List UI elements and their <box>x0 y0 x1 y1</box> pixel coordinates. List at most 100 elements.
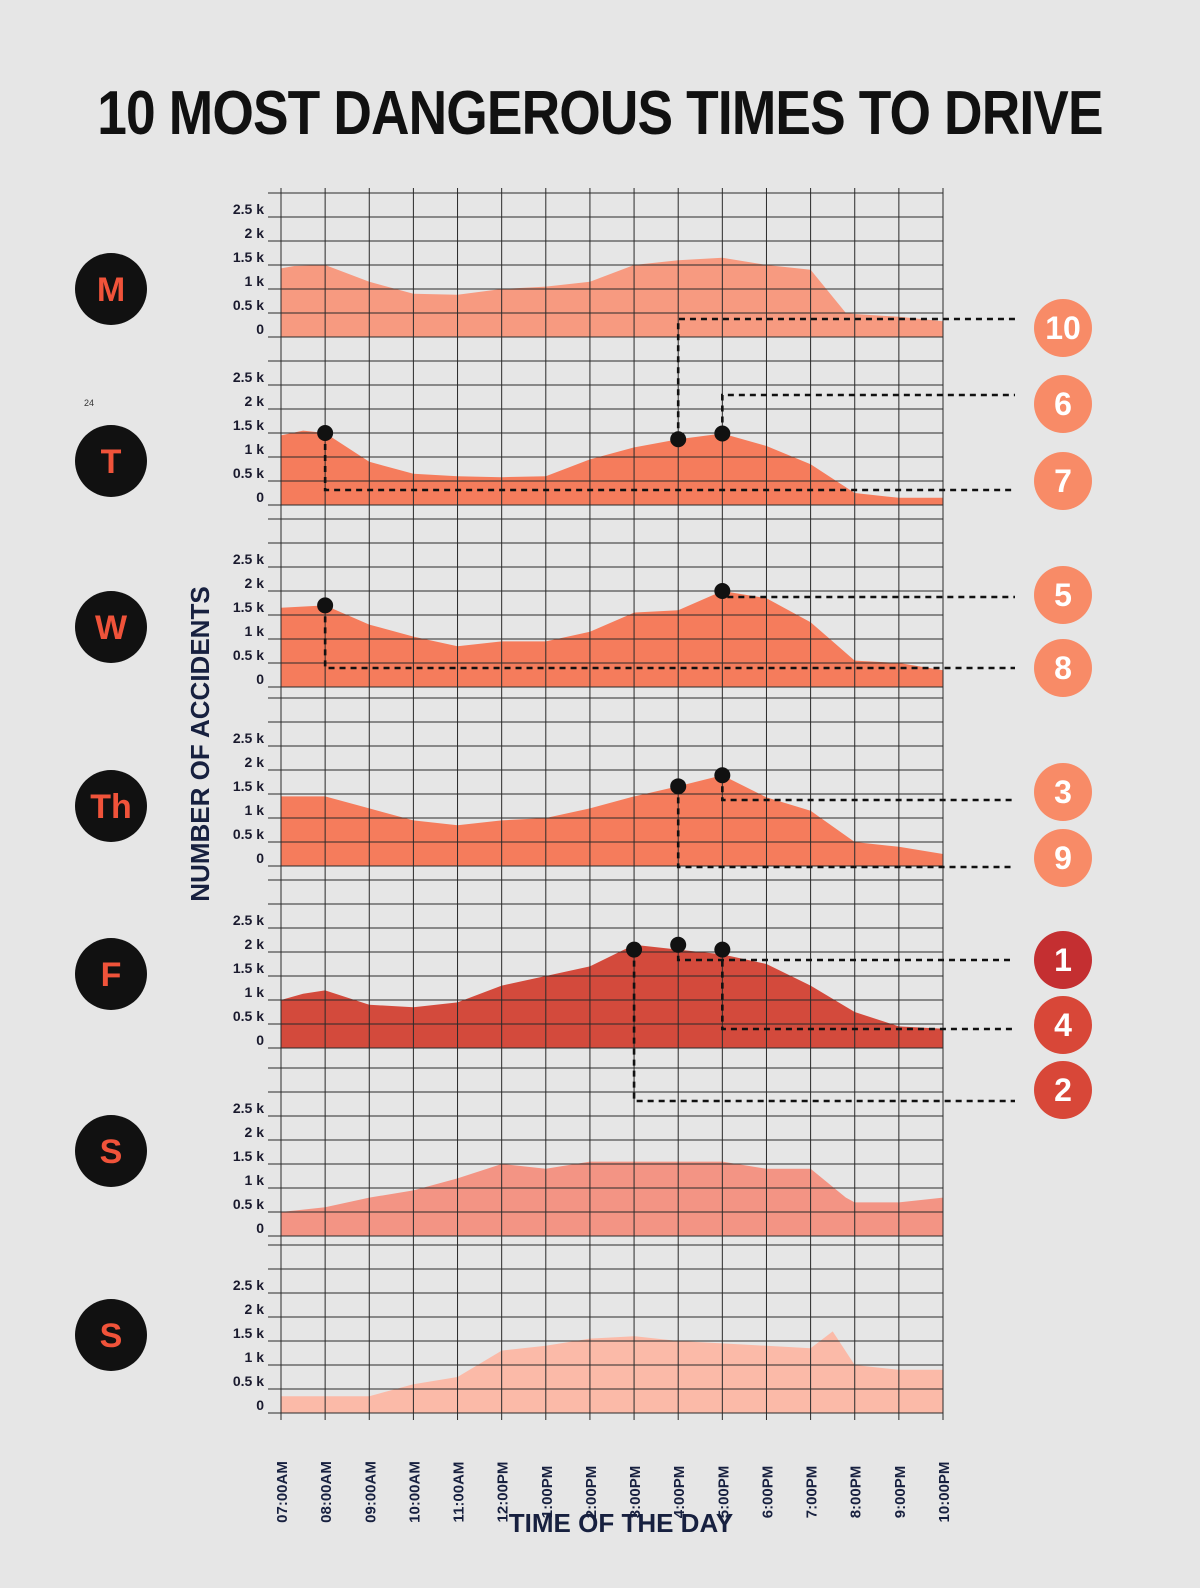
day-circle-S <box>75 1115 147 1187</box>
rank-number: 7 <box>1054 463 1072 499</box>
rank-badge-6 <box>1034 375 1092 433</box>
area-series-5 <box>281 1161 943 1236</box>
day-circle-Th <box>75 770 147 842</box>
rank-badge-9 <box>1034 829 1092 887</box>
day-label: T <box>101 443 122 481</box>
y-tick-label: 0 <box>256 1397 264 1413</box>
area-series-1 <box>281 430 943 505</box>
x-tick-label: 10:00AM <box>406 1461 423 1523</box>
y-tick-label: 0 <box>256 671 264 687</box>
marker-dot-rank-8 <box>317 597 334 614</box>
rank-number: 9 <box>1054 840 1072 876</box>
rank-badge-1 <box>1034 931 1092 989</box>
y-tick-label: 2 k <box>245 936 265 952</box>
x-tick-label: 12:00PM <box>495 1462 512 1523</box>
rank-number: 2 <box>1054 1072 1072 1108</box>
y-tick-label: 2.5 k <box>233 1100 264 1116</box>
y-tick-label: 2.5 k <box>233 551 264 567</box>
y-tick-label: 2.5 k <box>233 730 264 746</box>
marker-dot-rank-10 <box>670 431 687 448</box>
day-circle-S <box>75 1299 147 1371</box>
y-tick-label: 2.5 k <box>233 912 264 928</box>
marker-dot-rank-3 <box>714 767 731 784</box>
y-tick-label: 0.5 k <box>233 647 264 663</box>
y-tick-label: 2 k <box>245 754 265 770</box>
y-tick-label: 1 k <box>245 1349 265 1365</box>
y-tick-label: 2 k <box>245 393 265 409</box>
y-tick-label: 0.5 k <box>233 826 264 842</box>
day-circle-T <box>75 425 147 497</box>
x-tick-label: 2:00PM <box>583 1466 600 1519</box>
x-tick-label: 09:00AM <box>362 1461 379 1523</box>
y-tick-label: 0 <box>256 1032 264 1048</box>
y-tick-label: 0.5 k <box>233 1008 264 1024</box>
leader-line-rank-9 <box>676 786 1015 869</box>
x-tick-label: 8:00PM <box>848 1466 865 1519</box>
rank-number: 10 <box>1045 310 1081 346</box>
y-tick-label: 1 k <box>245 802 265 818</box>
marker-dot-rank-5 <box>714 583 731 599</box>
y-tick-label: 2 k <box>245 1301 265 1317</box>
y-tick-label: 2.5 k <box>233 201 264 217</box>
y-tick-label: 1 k <box>245 273 265 289</box>
day-label: S <box>100 1133 123 1171</box>
rank-badge-8 <box>1034 639 1092 697</box>
y-tick-label: 2 k <box>245 225 265 241</box>
y-tick-label: 1.5 k <box>233 960 264 976</box>
rank-badge-2 <box>1034 1061 1092 1119</box>
y-tick-label: 0.5 k <box>233 1373 264 1389</box>
y-tick-label: 1.5 k <box>233 1148 264 1164</box>
x-tick-label: 08:00AM <box>318 1461 335 1523</box>
area-series-3 <box>281 775 943 866</box>
y-tick-label: 2.5 k <box>233 1277 264 1293</box>
rank-number: 5 <box>1054 577 1072 613</box>
x-tick-label: 4:00PM <box>671 1466 688 1519</box>
day-label: M <box>97 271 125 309</box>
x-tick-label: 3:00PM <box>627 1466 644 1519</box>
day-label: F <box>101 956 122 994</box>
y-tick-label: 1.5 k <box>233 778 264 794</box>
y-tick-label: 0 <box>256 850 264 866</box>
y-tick-label: 0.5 k <box>233 297 264 313</box>
y-tick-label: 1.5 k <box>233 417 264 433</box>
rank-badge-5 <box>1034 566 1092 624</box>
rank-number: 4 <box>1054 1007 1072 1043</box>
y-tick-label: 0 <box>256 321 264 337</box>
x-tick-label: 6:00PM <box>759 1466 776 1519</box>
y-tick-label: 0.5 k <box>233 465 264 481</box>
leader-line-rank-3 <box>721 775 1015 802</box>
y-tick-label: 1 k <box>245 441 265 457</box>
x-tick-label: 7:00PM <box>804 1466 821 1519</box>
leader-line-rank-10 <box>676 317 1015 440</box>
leader-line-rank-7 <box>323 433 1015 492</box>
rank-number: 8 <box>1054 650 1072 686</box>
y-tick-label: 1 k <box>245 1172 265 1188</box>
x-tick-label: 11:00AM <box>451 1462 468 1523</box>
marker-dot-rank-6 <box>714 425 731 442</box>
x-tick-label: 07:00AM <box>274 1461 291 1523</box>
y-tick-label: 2 k <box>245 1124 265 1140</box>
x-axis-title: TIME OF THE DAY <box>509 1508 733 1538</box>
y-tick-label: 1 k <box>245 984 265 1000</box>
y-tick-label: 1.5 k <box>233 1325 264 1341</box>
x-tick-label: 9:00PM <box>892 1466 909 1519</box>
area-series-6 <box>281 1331 943 1413</box>
rank-number: 3 <box>1054 774 1072 810</box>
y-tick-label: 0 <box>256 1220 264 1236</box>
page-title: 10 MOST DANGEROUS TIMES TO DRIVE <box>97 79 1103 148</box>
y-tick-label: 1.5 k <box>233 599 264 615</box>
y-axis-title: NUMBER OF ACCIDENTS <box>185 586 215 901</box>
marker-dot-rank-4 <box>714 941 731 958</box>
marker-dot-rank-2 <box>626 941 643 958</box>
rank-badge-4 <box>1034 996 1092 1054</box>
day-label: W <box>95 609 128 647</box>
day-circle-F <box>75 938 147 1010</box>
x-tick-label: 10:00PM <box>936 1462 953 1523</box>
marker-dot-rank-7 <box>317 425 334 441</box>
page-note: 24 <box>84 398 95 408</box>
y-tick-label: 0.5 k <box>233 1196 264 1212</box>
rank-badge-10 <box>1034 299 1092 357</box>
day-circle-W <box>75 591 147 663</box>
y-tick-label: 1.5 k <box>233 249 264 265</box>
